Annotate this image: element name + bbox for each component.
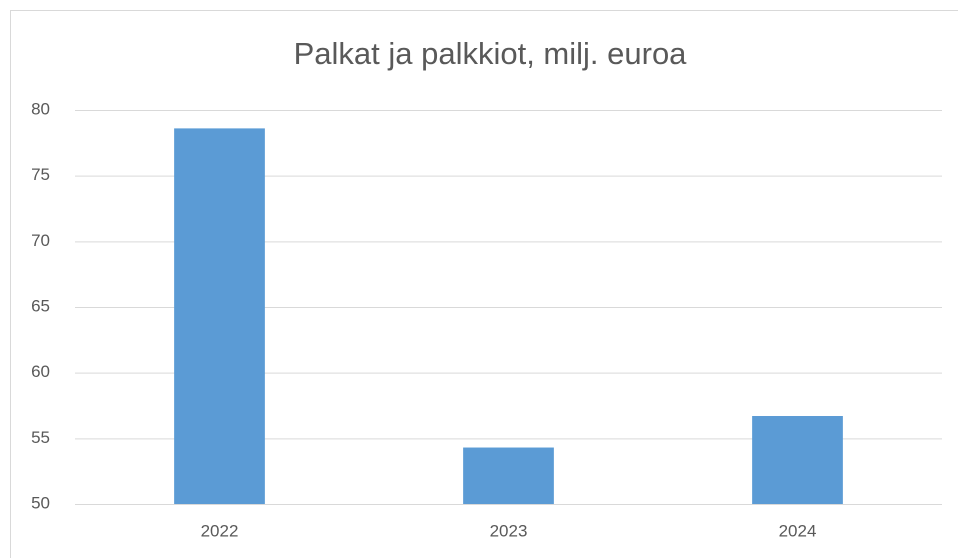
bar: [752, 416, 843, 504]
bar: [174, 128, 265, 505]
y-tick-label: 55: [31, 428, 50, 447]
chart-title: Palkat ja palkkiot, milj. euroa: [294, 36, 688, 71]
y-tick-label: 70: [31, 231, 50, 250]
y-tick-label: 80: [31, 99, 50, 118]
x-tick-label: 2024: [779, 521, 817, 540]
x-tick-label: 2022: [201, 521, 239, 540]
y-tick-label: 50: [31, 493, 50, 512]
y-tick-label: 60: [31, 362, 50, 381]
bar: [463, 447, 554, 504]
x-tick-label: 2023: [490, 521, 528, 540]
y-tick-label: 75: [31, 165, 50, 184]
y-tick-label: 65: [31, 296, 50, 315]
